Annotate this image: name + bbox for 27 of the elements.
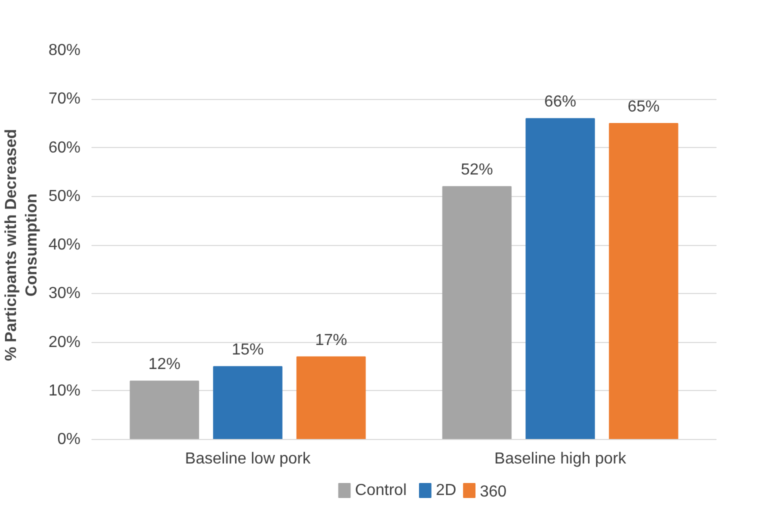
bar: [442, 186, 512, 440]
bar: [296, 356, 366, 440]
y-tick-label: 60%: [48, 139, 81, 156]
legend-label: 2D: [436, 482, 456, 499]
data-label: 66%: [544, 94, 576, 111]
y-tick-label: 50%: [48, 188, 81, 205]
data-label: 17%: [315, 332, 348, 349]
bar: [608, 122, 678, 440]
bar: [526, 118, 595, 440]
legend-label: Control: [355, 482, 407, 499]
y-tick-label: 20%: [48, 334, 81, 351]
y-tick-label: 10%: [48, 382, 81, 400]
x-tick-label: Baseline high pork: [494, 450, 628, 468]
y-tick-label: 40%: [48, 236, 81, 254]
data-label: 15%: [232, 342, 264, 359]
data-label: 65%: [628, 98, 660, 116]
x-tick-label: Baseline low pork: [185, 450, 312, 468]
y-tick-label: 30%: [48, 285, 81, 302]
legend-label: 360: [480, 484, 507, 500]
y-axis-title: % Participants with Decreased Consumption: [3, 128, 40, 362]
data-label: 12%: [148, 356, 180, 374]
bar: [213, 366, 282, 440]
bar: [130, 380, 200, 440]
y-tick-label: 80%: [48, 42, 81, 59]
y-tick-label: 0%: [57, 431, 80, 448]
data-label: 52%: [460, 162, 493, 179]
y-tick-label: 70%: [48, 90, 81, 108]
